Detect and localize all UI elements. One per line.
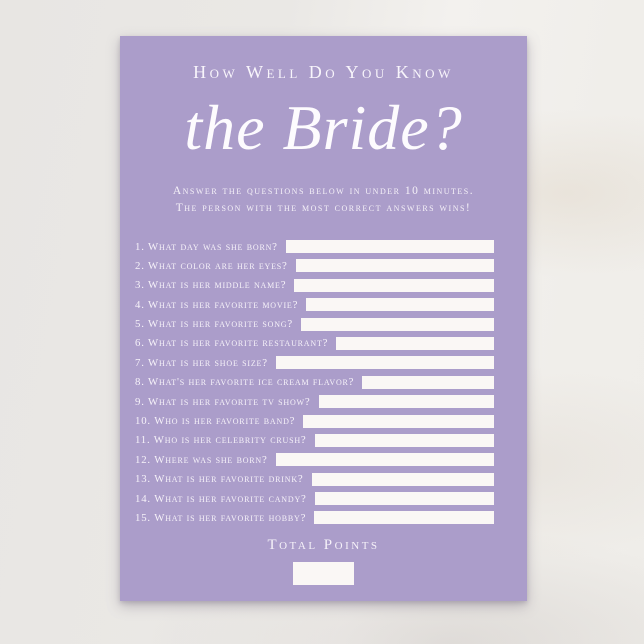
question-label: 9. What is her favorite tv show? xyxy=(135,395,311,408)
question-row: 6. What is her favorite restaurant? xyxy=(135,336,494,350)
answer-input-box[interactable] xyxy=(314,433,494,447)
answer-input-box[interactable] xyxy=(314,492,494,506)
instructions-line-1: Answer the questions below in under 10 m… xyxy=(172,185,475,197)
answer-input-box[interactable] xyxy=(275,356,494,370)
instructions: Answer the questions below in under 10 m… xyxy=(120,183,527,217)
answer-input-box[interactable] xyxy=(275,453,494,467)
questions-list: 1. What day was she born? 2. What color … xyxy=(120,240,527,525)
question-row: 3. What is her middle name? xyxy=(135,278,494,292)
answer-input-box[interactable] xyxy=(303,414,494,428)
question-label: 13. What is her favorite drink? xyxy=(135,473,304,486)
script-title: the Bride? xyxy=(184,92,463,163)
question-label: 12. Where was she born? xyxy=(135,453,268,466)
game-card: How Well Do You Know the Bride? Answer t… xyxy=(120,36,527,601)
question-row: 7. What is her shoe size? xyxy=(135,356,494,370)
answer-input-box[interactable] xyxy=(311,472,494,486)
instructions-line-2: The person with the most correct answers… xyxy=(175,202,472,214)
total-points-input-box[interactable] xyxy=(293,562,354,586)
question-row: 4. What is her favorite movie? xyxy=(135,298,494,312)
question-label: 11. Who is her celebrity crush? xyxy=(135,434,307,447)
question-row: 8. What's her favorite ice cream flavor? xyxy=(135,375,494,389)
answer-input-box[interactable] xyxy=(295,259,494,273)
question-row: 10. Who is her favorite band? xyxy=(135,414,494,428)
question-row: 14. What is her favorite candy? xyxy=(135,492,494,506)
question-label: 8. What's her favorite ice cream flavor? xyxy=(135,376,355,389)
question-label: 6. What is her favorite restaurant? xyxy=(135,337,329,350)
question-row: 15. What is her favorite hobby? xyxy=(135,511,494,525)
answer-input-box[interactable] xyxy=(318,395,494,409)
answer-input-box[interactable] xyxy=(314,511,494,525)
answer-input-box[interactable] xyxy=(300,317,494,331)
question-row: 5. What is her favorite song? xyxy=(135,317,494,331)
question-row: 9. What is her favorite tv show? xyxy=(135,395,494,409)
question-label: 3. What is her middle name? xyxy=(135,279,287,292)
question-row: 13. What is her favorite drink? xyxy=(135,472,494,486)
question-label: 7. What is her shoe size? xyxy=(135,356,268,369)
question-label: 1. What day was she born? xyxy=(135,240,278,253)
question-row: 12. Where was she born? xyxy=(135,453,494,467)
question-label: 4. What is her favorite movie? xyxy=(135,298,299,311)
answer-input-box[interactable] xyxy=(285,240,494,253)
total-points-label: Total Points xyxy=(267,537,380,554)
question-label: 2. What color are her eyes? xyxy=(135,259,288,272)
answer-input-box[interactable] xyxy=(362,375,494,389)
answer-input-box[interactable] xyxy=(306,298,494,312)
question-row: 2. What color are her eyes? xyxy=(135,259,494,273)
card-heading: How Well Do You Know xyxy=(193,62,454,82)
answer-input-box[interactable] xyxy=(336,336,494,350)
question-row: 11. Who is her celebrity crush? xyxy=(135,433,494,447)
question-label: 10. Who is her favorite band? xyxy=(135,415,296,428)
question-row: 1. What day was she born? xyxy=(135,240,494,253)
answer-input-box[interactable] xyxy=(294,278,494,292)
question-label: 15. What is her favorite hobby? xyxy=(135,511,307,524)
question-label: 14. What is her favorite candy? xyxy=(135,492,307,505)
question-label: 5. What is her favorite song? xyxy=(135,318,293,331)
